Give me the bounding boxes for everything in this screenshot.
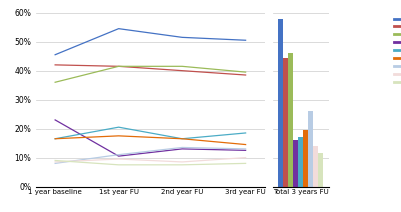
Bar [318, 153, 323, 187]
Legend: Levetiractem, Valproate, Lamotrigine, Carbamazepine, Oxcarbarepine, Topiramate, : Levetiractem, Valproate, Lamotrigine, Ca… [394, 16, 401, 85]
Bar [278, 18, 283, 187]
Bar [288, 53, 293, 187]
Bar [313, 146, 318, 187]
Bar [294, 140, 298, 187]
Bar [304, 130, 308, 187]
Bar [298, 137, 303, 187]
Bar [308, 111, 313, 187]
Bar [284, 58, 288, 187]
